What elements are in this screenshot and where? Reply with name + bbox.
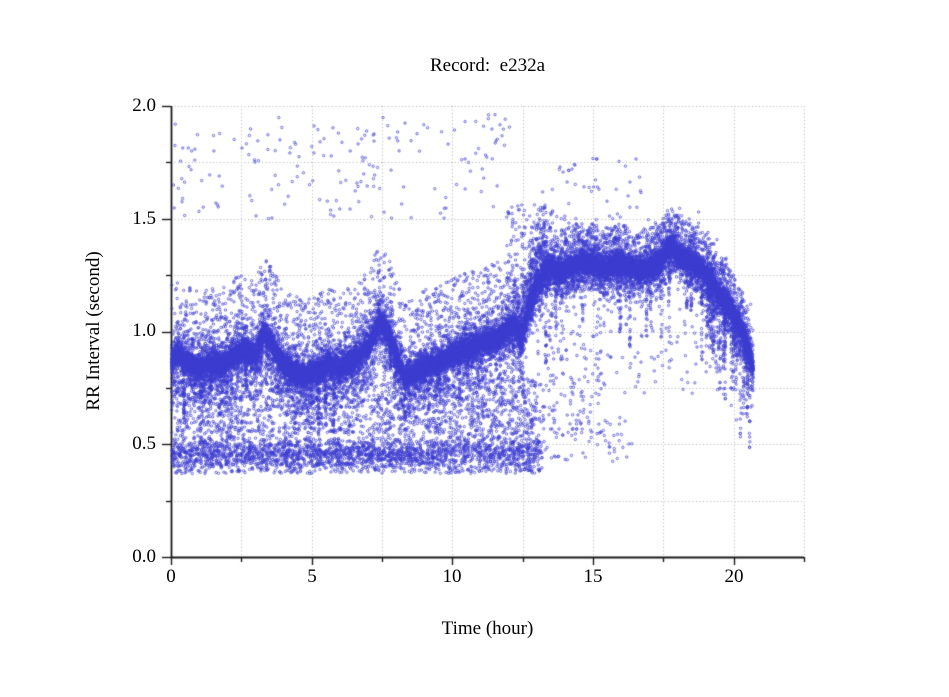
- x-tick-label-10: 10: [442, 566, 462, 587]
- x-tick-label-15: 15: [583, 566, 603, 587]
- y-tick-label-0.0: 0.0: [132, 546, 156, 567]
- x-tick-label-20: 20: [724, 566, 744, 587]
- x-axis-label: Time (hour): [441, 618, 534, 639]
- x-tick-label-5: 5: [307, 566, 317, 587]
- y-tick-label-1.0: 1.0: [132, 320, 156, 341]
- y-tick-label-2.0: 2.0: [132, 95, 156, 116]
- x-tick-label-0: 0: [166, 566, 176, 587]
- chart-title: Record: e232a: [429, 55, 545, 76]
- y-tick-label-1.5: 1.5: [132, 208, 156, 229]
- y-tick-label-0.5: 0.5: [132, 433, 156, 454]
